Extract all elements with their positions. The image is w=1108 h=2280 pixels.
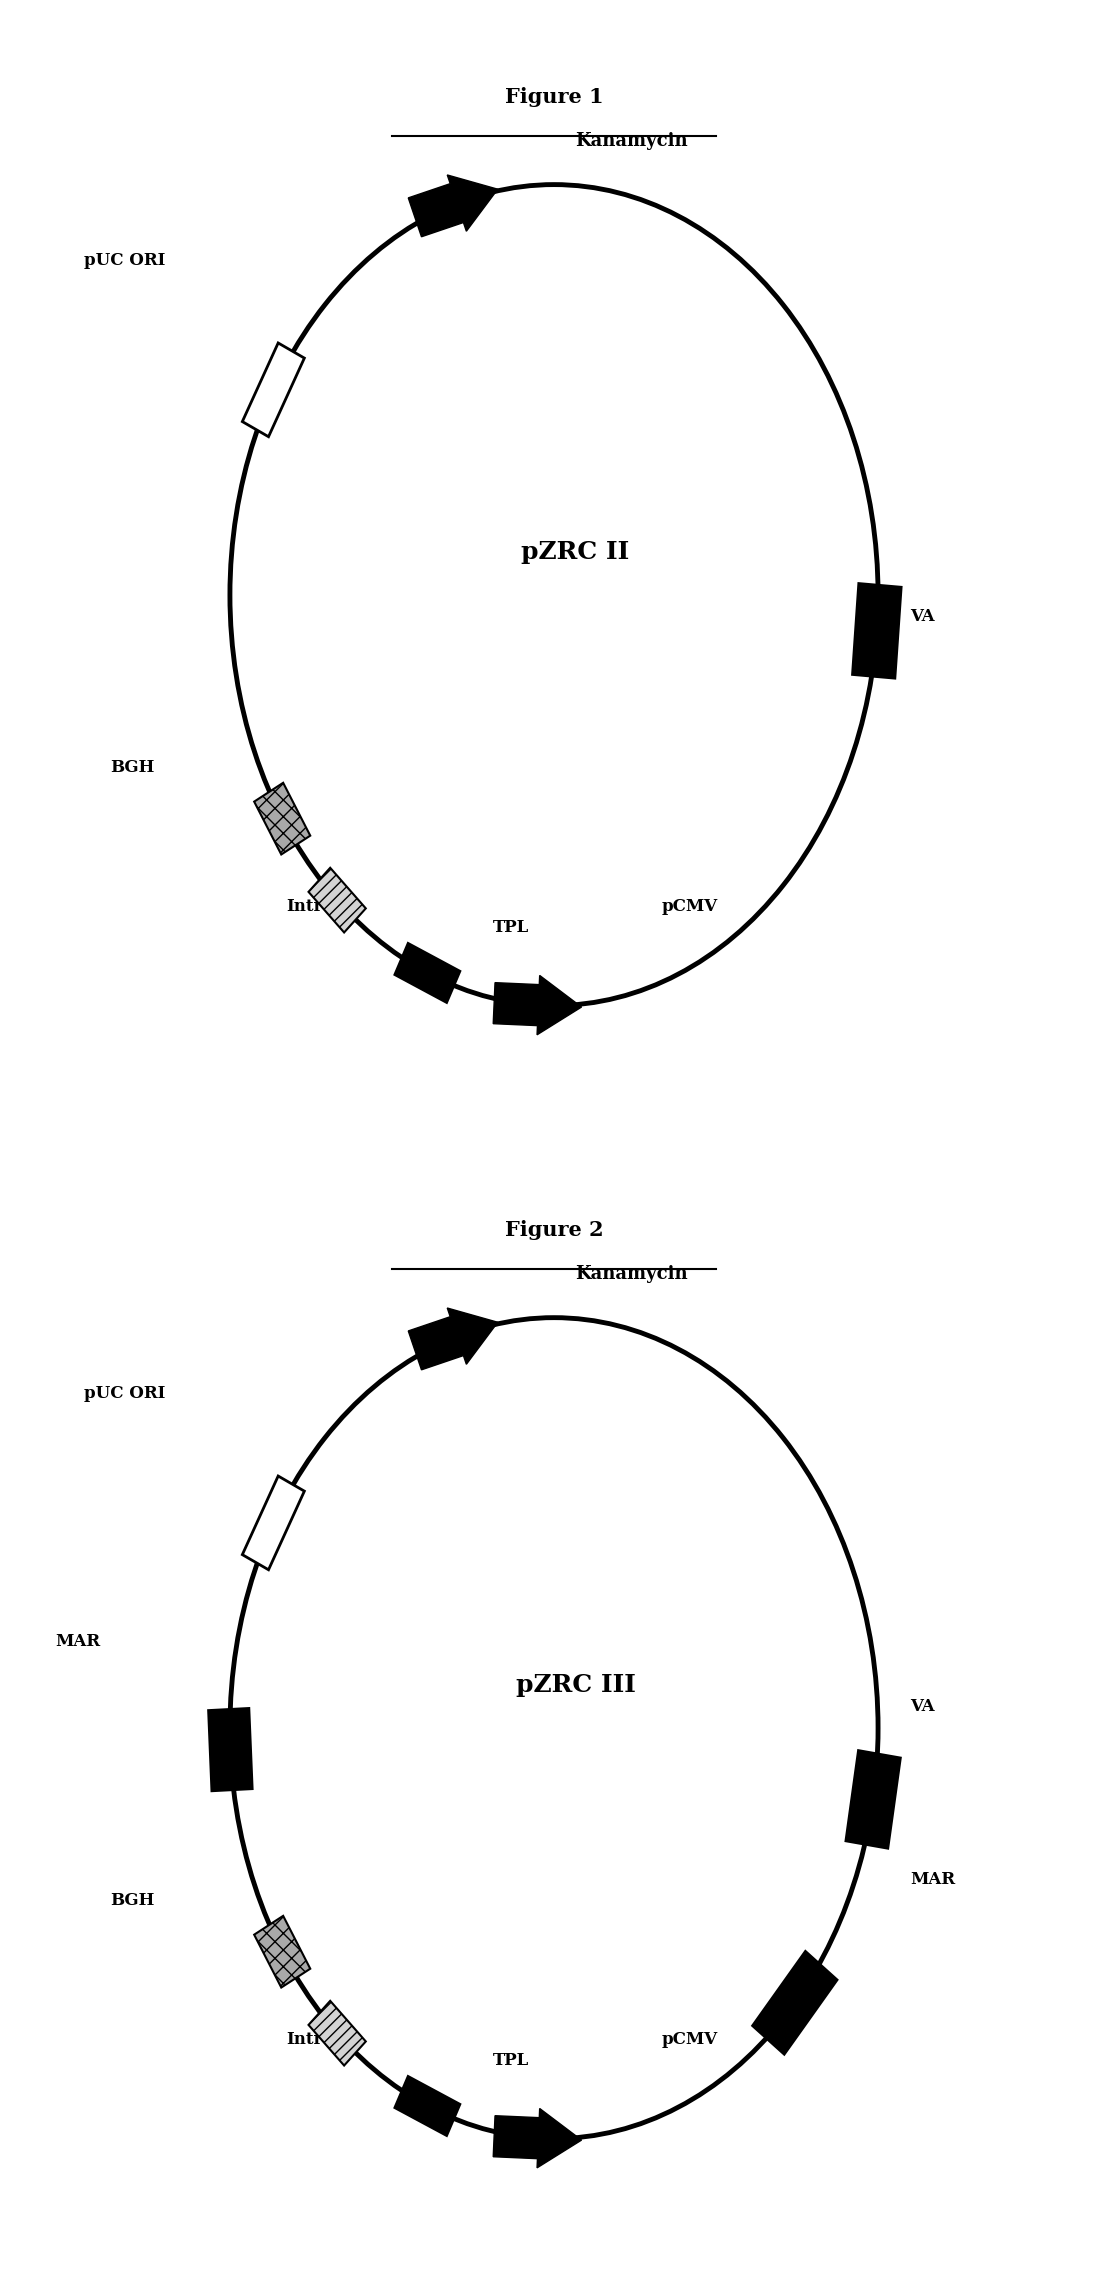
- Text: Figure 2: Figure 2: [504, 1220, 604, 1240]
- Text: Intron: Intron: [287, 898, 346, 914]
- Text: TPL: TPL: [493, 2052, 529, 2070]
- Polygon shape: [308, 2002, 366, 2066]
- Text: BGH: BGH: [110, 759, 154, 777]
- FancyArrow shape: [493, 976, 582, 1035]
- Polygon shape: [394, 944, 460, 1003]
- Polygon shape: [243, 342, 305, 438]
- FancyArrow shape: [408, 176, 497, 237]
- Polygon shape: [852, 584, 902, 679]
- Polygon shape: [243, 1475, 305, 1569]
- Polygon shape: [394, 2077, 460, 2136]
- Text: Figure 1: Figure 1: [504, 87, 604, 107]
- Text: Kanamycin: Kanamycin: [575, 1265, 688, 1284]
- Text: pCMV: pCMV: [661, 2031, 718, 2047]
- Polygon shape: [308, 869, 366, 933]
- Text: pUC ORI: pUC ORI: [84, 251, 165, 269]
- FancyArrow shape: [408, 1309, 497, 1370]
- Text: Kanamycin: Kanamycin: [575, 132, 688, 150]
- Polygon shape: [254, 1915, 310, 1988]
- Text: VA: VA: [911, 609, 935, 625]
- Text: pZRC II: pZRC II: [522, 540, 629, 563]
- Polygon shape: [845, 1751, 901, 1849]
- Text: VA: VA: [911, 1699, 935, 1715]
- Polygon shape: [254, 782, 310, 855]
- Text: Intron: Intron: [287, 2031, 346, 2047]
- Polygon shape: [208, 1708, 253, 1792]
- Text: pUC ORI: pUC ORI: [84, 1384, 165, 1402]
- Text: BGH: BGH: [110, 1892, 154, 1908]
- Text: MAR: MAR: [55, 1632, 101, 1651]
- Text: pZRC III: pZRC III: [515, 1674, 636, 1696]
- Text: pCMV: pCMV: [661, 898, 718, 914]
- Text: MAR: MAR: [911, 1872, 955, 1888]
- Polygon shape: [752, 1952, 838, 2054]
- FancyArrow shape: [493, 2109, 582, 2168]
- Text: TPL: TPL: [493, 919, 529, 937]
